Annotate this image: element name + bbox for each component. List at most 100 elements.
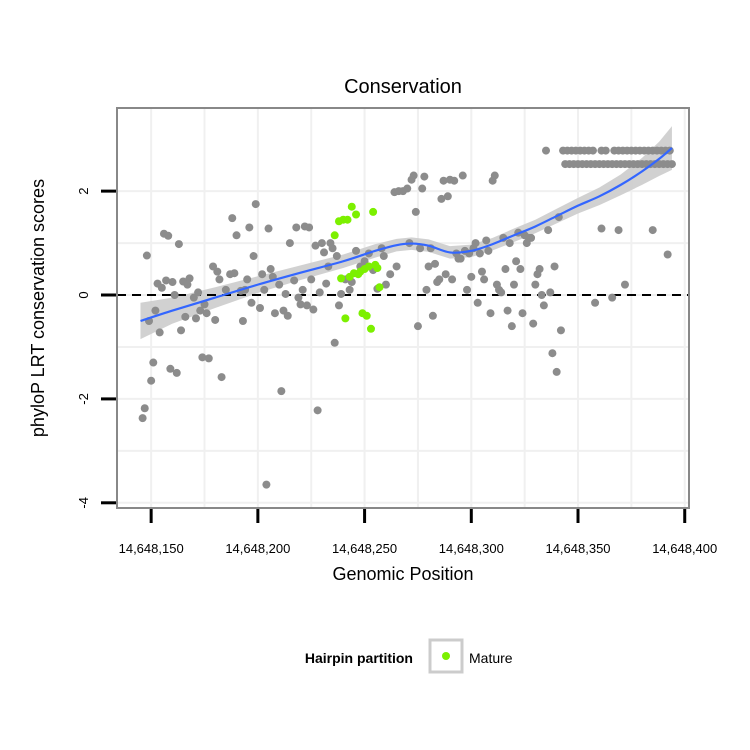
data-point-other xyxy=(270,309,279,318)
data-point-other xyxy=(471,239,480,248)
data-point-other xyxy=(194,288,203,297)
other-points-layer xyxy=(138,146,676,489)
data-point-other xyxy=(328,244,337,253)
data-point-other xyxy=(168,278,177,287)
data-point-other xyxy=(275,280,284,289)
data-point-other xyxy=(204,354,213,363)
data-point-other xyxy=(290,276,299,285)
data-point-other xyxy=(507,322,516,331)
data-point-other xyxy=(256,304,264,312)
data-point-other xyxy=(437,194,446,203)
data-point-other xyxy=(258,270,267,279)
data-point-other xyxy=(285,239,294,248)
data-point-other xyxy=(490,171,499,180)
data-point-other xyxy=(544,226,553,235)
x-axis: 14,648,150 14,648,200 14,648,250 14,648,300… xyxy=(119,509,717,556)
data-point-other xyxy=(503,306,512,315)
x-tick-label: 14,648,300 xyxy=(439,541,504,556)
data-point-other xyxy=(174,240,183,249)
data-point-other xyxy=(450,176,459,185)
data-point-other xyxy=(420,172,429,181)
data-point-other xyxy=(381,280,390,289)
data-point-other xyxy=(211,315,220,324)
data-point-other xyxy=(473,298,482,307)
data-point-other xyxy=(556,326,565,335)
data-point-other xyxy=(337,289,346,298)
data-point-other xyxy=(467,272,476,281)
data-point-other xyxy=(516,265,525,274)
data-point-other xyxy=(151,306,160,315)
data-point-other xyxy=(170,291,179,300)
x-tick-label: 14,648,200 xyxy=(225,541,290,556)
data-point-mature xyxy=(347,202,356,211)
data-point-mature xyxy=(343,215,352,224)
data-point-mature xyxy=(364,262,373,271)
data-point-other xyxy=(435,275,444,284)
data-point-other xyxy=(529,319,538,328)
data-point-other xyxy=(352,246,361,255)
data-point-other xyxy=(531,280,540,289)
data-point-other xyxy=(164,231,173,240)
legend-title: Hairpin partition xyxy=(305,650,413,666)
data-point-other xyxy=(260,285,269,294)
data-point-other xyxy=(422,285,431,294)
data-point-mature xyxy=(373,264,382,272)
data-point-other xyxy=(477,267,486,276)
data-point-other xyxy=(548,349,557,358)
data-point-other xyxy=(535,265,544,274)
data-point-mature xyxy=(366,324,375,333)
data-point-other xyxy=(315,288,324,297)
y-tick-label: -4 xyxy=(76,497,91,509)
data-point-other xyxy=(183,280,192,289)
data-point-other xyxy=(305,223,314,232)
data-point-other xyxy=(527,233,536,242)
x-tick-label: 14,648,400 xyxy=(652,541,717,556)
data-point-other xyxy=(238,316,247,325)
data-point-other xyxy=(482,236,491,245)
data-point-other xyxy=(249,252,258,261)
data-point-mature xyxy=(375,283,384,292)
data-point-other xyxy=(283,311,292,320)
data-point-other xyxy=(518,309,527,318)
data-point-other xyxy=(198,353,207,362)
data-point-other xyxy=(262,480,271,489)
data-point-other xyxy=(512,257,521,266)
data-point-other xyxy=(413,322,422,331)
x-tick-label: 14,648,250 xyxy=(332,541,397,556)
x-tick-label: 14,648,150 xyxy=(119,541,184,556)
data-point-other xyxy=(546,288,555,297)
data-point-mature xyxy=(330,231,339,240)
data-point-other xyxy=(505,239,514,248)
confidence-ribbon-layer xyxy=(140,126,672,340)
data-point-other xyxy=(281,289,290,298)
data-point-other xyxy=(439,176,448,185)
data-point-other xyxy=(177,326,186,335)
data-point-other xyxy=(155,328,164,337)
data-point-other xyxy=(334,301,343,310)
data-point-other xyxy=(149,358,158,367)
plot-panel-border xyxy=(116,107,690,509)
legend-key-mature-point xyxy=(442,652,450,660)
data-point-other xyxy=(441,270,450,279)
data-point-other xyxy=(345,285,354,294)
data-point-other xyxy=(448,275,457,284)
data-point-other xyxy=(172,368,181,377)
data-point-other xyxy=(251,200,260,209)
data-point-mature xyxy=(341,314,350,323)
chart-title: Conservation xyxy=(344,76,462,98)
data-point-other xyxy=(243,275,252,284)
data-point-other xyxy=(539,301,548,310)
y-axis: -4 -2 0 2 xyxy=(76,187,116,509)
grid-lines xyxy=(117,108,689,508)
data-point-other xyxy=(601,146,610,155)
data-point-other xyxy=(386,270,395,279)
data-point-other xyxy=(307,275,316,284)
data-point-other xyxy=(456,254,465,263)
data-point-other xyxy=(614,226,623,235)
data-point-other xyxy=(418,184,427,193)
data-point-other xyxy=(296,300,305,309)
data-point-other xyxy=(431,259,440,268)
data-point-other xyxy=(266,265,275,274)
data-point-other xyxy=(591,298,600,307)
data-point-other xyxy=(597,224,606,233)
